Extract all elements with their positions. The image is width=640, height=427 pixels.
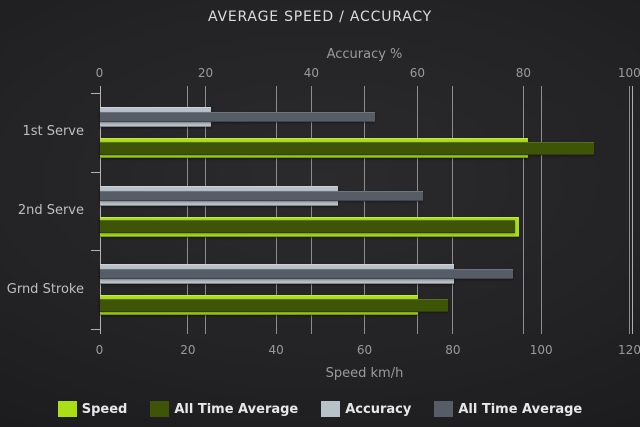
legend-item-all-time-average[interactable]: All Time Average — [150, 401, 298, 417]
bottom-axis-tick-label: 120 — [618, 343, 640, 357]
gridline-top-20 — [204, 86, 206, 334]
category-axis-tick — [90, 171, 100, 173]
category-axis-line — [99, 86, 101, 334]
legend-marker-accuracy — [321, 401, 341, 417]
bottom-axis-tick-label: 100 — [529, 343, 553, 357]
bar-all-time-average-2nd-serve — [100, 220, 515, 234]
bottom-axis-tick-label: 60 — [356, 343, 373, 357]
legend-item-all-time-average[interactable]: All Time Average — [434, 401, 582, 417]
legend-label: Speed — [81, 401, 128, 417]
top-axis-tick-label: 40 — [303, 66, 320, 80]
bar-all-time-average-grnd-stroke — [100, 298, 449, 312]
plot-right-edge — [631, 86, 633, 334]
top-axis-tick-label: 60 — [409, 66, 426, 80]
top-axis-tick-label: 20 — [197, 66, 214, 80]
gridline-bottom-60 — [364, 86, 365, 334]
category-label-grnd-stroke: Grnd Stroke — [6, 281, 84, 297]
legend-label: All Time Average — [458, 401, 583, 417]
legend-label: Accuracy — [345, 401, 412, 417]
category-axis-tick — [90, 93, 100, 94]
category-label-1st-serve: 1st Serve — [22, 124, 84, 140]
category-label-2nd-serve: 2nd Serve — [17, 202, 84, 218]
top-axis-title: Accuracy % — [326, 47, 403, 62]
bottom-axis-tick-label: 80 — [445, 343, 461, 357]
bar-all-time-average-grnd-stroke — [100, 269, 513, 280]
category-axis-tick — [90, 250, 100, 252]
gridline-top-60 — [416, 86, 418, 334]
legend: Speed All Time Average Accuracy All Time Av… — [0, 401, 640, 417]
chart-title: AVERAGE SPEED / ACCURACY — [207, 9, 433, 25]
top-axis-tick-label: 80 — [515, 66, 531, 80]
gridline-bottom-20 — [187, 86, 189, 334]
bottom-axis-title: Speed km/h — [325, 366, 404, 381]
bottom-axis-tick-label: 20 — [180, 343, 196, 357]
gridline-top-40 — [310, 86, 312, 334]
top-axis-tick-label: 100 — [617, 66, 640, 80]
legend-item-accuracy[interactable]: Accuracy — [321, 401, 411, 417]
bar-all-time-average-2nd-serve — [100, 190, 423, 201]
gridline-bottom-100 — [540, 86, 542, 334]
bar-all-time-average-1st-serve — [100, 141, 595, 155]
gridline-bottom-80 — [452, 86, 454, 334]
gridline-top-80 — [522, 86, 524, 334]
bar-all-time-average-1st-serve — [100, 112, 375, 122]
bottom-axis-tick-label: 0 — [95, 343, 104, 357]
legend-marker-all-time-average — [150, 401, 170, 417]
legend-label: All Time Average — [174, 401, 299, 417]
bottom-axis-tick-label: 40 — [268, 343, 284, 357]
legend-marker-speed — [57, 401, 77, 417]
gridline-bottom-120 — [629, 86, 630, 334]
category-axis-tick — [90, 328, 100, 330]
legend-item-speed[interactable]: Speed — [57, 401, 128, 417]
legend-marker-all-time-average — [434, 401, 454, 417]
gridline-bottom-40 — [275, 86, 277, 334]
top-axis-tick-label: 0 — [95, 66, 104, 80]
